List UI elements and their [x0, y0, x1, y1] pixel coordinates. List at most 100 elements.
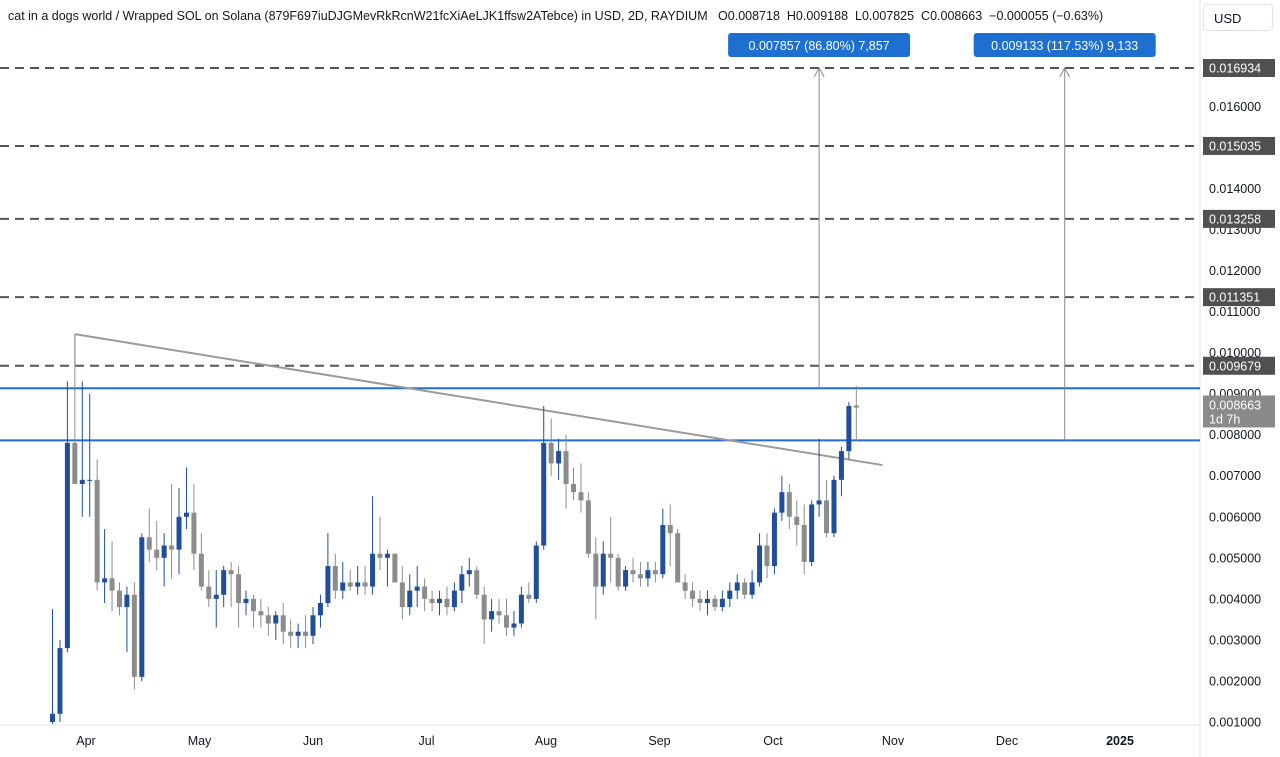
- candle-body: [288, 631, 294, 636]
- candle: [548, 418, 554, 476]
- candle-body: [794, 516, 800, 525]
- level-price-tag: 0.009679: [1203, 356, 1275, 375]
- candle: [437, 590, 443, 616]
- candle: [526, 582, 532, 603]
- candle-body: [213, 594, 219, 599]
- candle-body: [809, 504, 815, 562]
- candle: [228, 561, 234, 608]
- last-price-tag-bg: [1203, 395, 1275, 428]
- level-price-tag-text: 0.009679: [1209, 359, 1261, 373]
- candle-body: [504, 615, 510, 628]
- candle-body: [325, 566, 331, 603]
- candle-body: [347, 582, 353, 587]
- candle-body: [675, 533, 681, 583]
- candle: [809, 500, 815, 567]
- price-tick-label: 0.002000: [1209, 674, 1261, 688]
- candle: [250, 594, 256, 628]
- candle: [727, 582, 733, 608]
- candle-body: [422, 586, 428, 599]
- candle-body: [585, 500, 591, 554]
- candle: [161, 533, 167, 587]
- measure-label-bg: [728, 33, 911, 57]
- candle: [742, 578, 748, 599]
- candle: [280, 602, 286, 645]
- candle: [407, 574, 413, 616]
- candle: [451, 582, 457, 612]
- currency-button[interactable]: USD: [1203, 4, 1273, 31]
- level-price-tag-text: 0.011351: [1209, 291, 1260, 305]
- measure-label: 0.009133 (117.53%) 9,133: [991, 39, 1138, 53]
- candle: [570, 467, 576, 501]
- candle-body: [377, 553, 383, 558]
- candle: [704, 590, 710, 616]
- candle-body: [623, 570, 629, 587]
- candle-body: [660, 524, 666, 575]
- candle-body: [578, 492, 584, 501]
- time-tick-label: Aug: [535, 734, 557, 748]
- open-label: O: [718, 9, 728, 23]
- price-tick-label: 0.016000: [1209, 100, 1261, 114]
- time-tick-label: Nov: [882, 734, 905, 748]
- time-tick-label: Dec: [996, 734, 1018, 748]
- candle: [511, 611, 517, 636]
- candle: [838, 447, 844, 497]
- candle-body: [846, 405, 852, 452]
- candle-body: [437, 598, 443, 603]
- candle-body: [630, 570, 636, 575]
- candle-body: [265, 615, 271, 624]
- price-axis[interactable]: 0.001000 0.002000 0.003000 0.004000 0.005000…: [1203, 59, 1275, 730]
- candle-body: [667, 524, 673, 534]
- candle-body: [384, 553, 390, 558]
- measure-tool[interactable]: 0.007857 (86.80%) 7,857: [728, 33, 911, 389]
- candle-body: [645, 570, 651, 579]
- candle-body: [399, 582, 405, 608]
- level-price-tag: 0.013258: [1203, 209, 1275, 228]
- candle-body: [734, 582, 740, 591]
- candle-body: [414, 586, 420, 591]
- candle-body: [169, 545, 175, 550]
- candle: [846, 401, 852, 460]
- candle: [675, 529, 681, 583]
- level-price-tag: 0.011351: [1203, 288, 1275, 307]
- candle-body: [444, 598, 450, 608]
- candle: [585, 492, 591, 558]
- candle: [429, 590, 435, 612]
- candle: [719, 590, 725, 612]
- candle-body: [608, 553, 614, 558]
- candle: [637, 561, 643, 587]
- candle: [206, 570, 212, 608]
- candle-body: [362, 582, 368, 587]
- candle: [384, 549, 390, 587]
- candle: [57, 639, 63, 722]
- time-tick-label: Jun: [303, 734, 323, 748]
- candle-body: [742, 582, 748, 595]
- candle: [295, 623, 301, 649]
- candle: [608, 516, 614, 583]
- candle: [221, 566, 227, 608]
- measure-tool[interactable]: 0.009133 (117.53%) 9,133: [973, 33, 1156, 441]
- candle: [124, 586, 130, 653]
- candle: [764, 533, 770, 579]
- price-tick-label: 0.012000: [1209, 264, 1261, 278]
- candles: [50, 334, 859, 725]
- last-price-value: 0.008663: [1209, 398, 1261, 412]
- measurements[interactable]: 0.007857 (86.80%) 7,857 0.009133 (117.53%…: [728, 33, 1156, 441]
- candle: [355, 566, 361, 595]
- candle-body: [109, 578, 115, 591]
- candle: [518, 586, 524, 628]
- time-tick-label: Jul: [419, 734, 435, 748]
- time-axis[interactable]: Apr May Jun Jul Aug Sep Oct Nov Dec 2025: [76, 734, 1134, 748]
- candle: [757, 533, 763, 587]
- candle: [660, 508, 666, 579]
- candle-body: [221, 570, 227, 595]
- candle-body: [541, 442, 547, 546]
- candle-body: [64, 442, 70, 649]
- candle: [325, 533, 331, 608]
- trendline-line[interactable]: [74, 333, 883, 467]
- candle: [154, 520, 160, 571]
- level-price-tag-bg: [1203, 356, 1275, 375]
- candle-body: [295, 631, 301, 636]
- candle: [377, 516, 383, 571]
- candle: [615, 553, 621, 591]
